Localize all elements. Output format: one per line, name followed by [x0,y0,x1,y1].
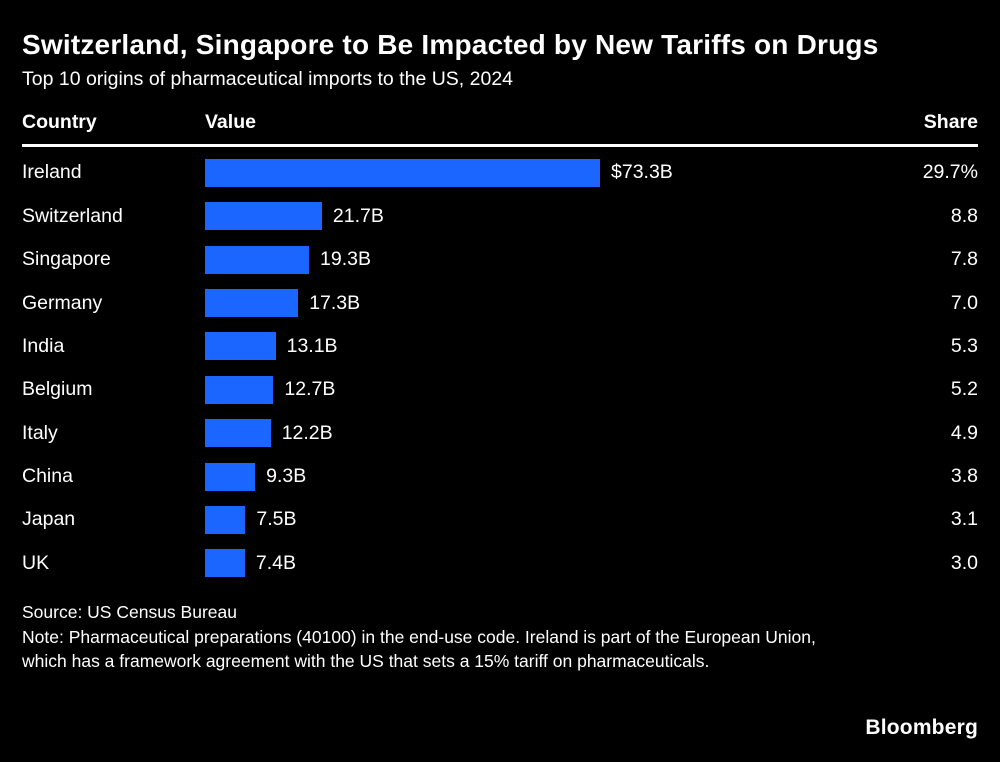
value-label: 19.3B [320,248,371,271]
bar-area: 7.5B [205,498,898,541]
bar-area: 9.3B [205,455,898,498]
value-bar [205,462,256,491]
bar-area: 12.2B [205,412,898,455]
country-label: China [22,465,73,488]
value-label: $73.3B [611,161,673,184]
share-value: 5.3 [950,334,978,357]
value-label: 7.4B [255,551,297,574]
share-value: 5.2 [950,378,978,401]
share-value: 7.0 [950,291,978,314]
value-label: 7.5B [256,508,297,531]
value-bar [205,549,245,578]
header-divider [22,144,978,148]
bar-area: 7.4B [205,542,898,585]
share-value: 3.8 [950,465,978,488]
share-value: 3.1 [950,508,978,531]
value-label: 12.7B [284,378,336,401]
chart-subtitle: Top 10 origins of pharmaceutical imports… [22,68,514,91]
value-label: 13.1B [286,334,338,357]
chart-footer: Source: US Census Bureau Note: Pharmaceu… [22,601,822,673]
table-row: China 9.3B 3.8 [22,455,978,498]
bloomberg-logo: Bloomberg [865,716,978,739]
table-row: UK 7.4B 3.0 [22,542,978,585]
country-label: Switzerland [22,204,123,227]
value-bar [205,332,276,361]
table-row: Switzerland 21.7B 8.8 [22,195,978,238]
share-value: 3.0 [950,551,978,574]
source-line: Source: US Census Bureau [22,602,237,623]
value-bar [205,505,246,534]
value-bar [205,375,274,404]
value-bar [205,158,600,187]
bar-rows: Ireland $73.3B 29.7% Switzerland 21.7B 8.8 Sin… [22,151,978,585]
share-value: 4.9 [950,421,978,444]
value-label: 21.7B [332,204,384,227]
table-row: India 13.1B 5.3 [22,325,978,368]
country-label: Italy [22,421,58,444]
bar-area: 17.3B [205,281,898,324]
bar-area: 12.7B [205,368,898,411]
country-label: India [22,334,65,357]
bar-area: 13.1B [205,325,898,368]
table-row: Germany 17.3B 7.0 [22,281,978,324]
note-line: Note: Pharmaceutical preparations (40100… [22,627,816,671]
bar-area: $73.3B [205,151,898,194]
country-label: Singapore [22,248,111,271]
table-row: Ireland $73.3B 29.7% [22,151,978,194]
share-value: 8.8 [950,204,978,227]
value-bar [205,419,271,448]
table-row: Japan 7.5B 3.1 [22,498,978,541]
share-value: 29.7% [922,161,978,184]
column-header-share: Share [923,111,978,134]
table-row: Singapore 19.3B 7.8 [22,238,978,281]
column-header-country: Country [22,111,97,134]
value-bar [205,245,309,274]
country-label: Germany [22,291,103,314]
column-headers: Country Value Share [22,111,978,134]
bar-area: 21.7B [205,195,898,238]
column-header-value: Value [205,111,256,134]
country-label: Belgium [22,378,93,401]
value-label: 9.3B [266,465,307,488]
value-label: 17.3B [309,291,361,314]
bar-area: 19.3B [205,238,898,281]
value-bar [205,289,299,318]
share-value: 7.8 [950,248,978,271]
chart-title: Switzerland, Singapore to Be Impacted by… [22,29,879,60]
table-row: Italy 12.2B 4.9 [22,412,978,455]
value-label: 12.2B [281,421,333,444]
table-row: Belgium 12.7B 5.2 [22,368,978,411]
country-label: Japan [22,508,76,531]
country-label: Ireland [22,161,82,184]
country-label: UK [22,551,50,574]
value-bar [205,202,322,231]
